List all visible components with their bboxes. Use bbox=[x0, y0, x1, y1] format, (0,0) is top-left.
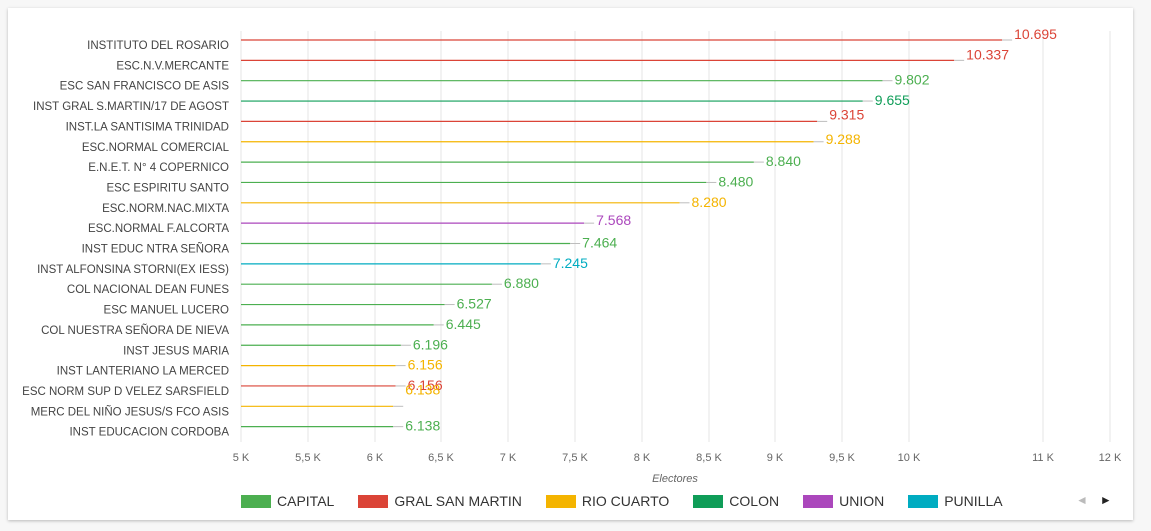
x-tick-label: 7 K bbox=[500, 452, 517, 464]
legend-label: UNION bbox=[839, 493, 885, 509]
x-tick-label: 9,5 K bbox=[829, 452, 855, 464]
data-label: 9.315 bbox=[829, 106, 864, 122]
category-label: INST.LA SANTISIMA TRINIDAD bbox=[66, 121, 229, 133]
legend-swatch bbox=[241, 494, 271, 508]
data-label: 7.568 bbox=[596, 212, 631, 228]
category-label: INST EDUCACION CORDOBA bbox=[69, 427, 229, 439]
data-label: 8.840 bbox=[766, 153, 801, 169]
category-label: COL NACIONAL DEAN FUNES bbox=[67, 284, 229, 296]
data-label: 6.156 bbox=[408, 357, 443, 373]
legend-swatch bbox=[693, 494, 724, 508]
category-label: ESC.NORMAL F.ALCORTA bbox=[88, 223, 229, 235]
x-tick-label: 5 K bbox=[233, 452, 250, 464]
data-label: 7.464 bbox=[582, 235, 617, 251]
category-label: INST ALFONSINA STORNI(EX IESS) bbox=[37, 264, 229, 276]
category-label: COL NUESTRA SEÑORA DE NIEVA bbox=[41, 324, 229, 337]
legend-next-icon[interactable]: ► bbox=[1099, 493, 1112, 507]
data-label: 7.245 bbox=[553, 255, 588, 271]
data-label: 8.480 bbox=[718, 173, 753, 189]
legend-prev-icon[interactable]: ◄ bbox=[1076, 493, 1088, 507]
category-label: INST JESUS MARIA bbox=[123, 345, 229, 357]
x-tick-label: 11 K bbox=[1032, 452, 1054, 464]
data-label: 6.138 bbox=[405, 418, 440, 434]
data-label: 6.156 bbox=[408, 377, 443, 393]
legend-item[interactable]: PUNILLA bbox=[908, 493, 1003, 509]
category-label: ESC.NORM.NAC.MIXTA bbox=[102, 203, 229, 215]
data-label: 6.138 bbox=[405, 381, 440, 397]
data-label: 9.802 bbox=[894, 72, 929, 88]
x-tick-label: 10 K bbox=[898, 452, 921, 464]
x-axis-title: Electores bbox=[652, 473, 698, 485]
category-label: ESC ESPIRITU SANTO bbox=[107, 182, 230, 194]
data-label: 10.695 bbox=[1014, 26, 1057, 42]
category-label: ESC MANUEL LUCERO bbox=[104, 305, 230, 317]
legend-item[interactable]: GRAL SAN MARTIN bbox=[358, 493, 522, 509]
legend-label: GRAL SAN MARTIN bbox=[394, 493, 522, 509]
category-label: ESC NORM SUP D VELEZ SARSFIELD bbox=[22, 386, 229, 398]
legend-swatch bbox=[803, 494, 834, 508]
x-tick-label: 8 K bbox=[634, 452, 651, 464]
data-label: 9.655 bbox=[875, 92, 910, 108]
x-tick-label: 6,5 K bbox=[428, 452, 454, 464]
category-label: INST EDUC NTRA SEÑORA bbox=[82, 243, 230, 256]
x-tick-label: 9 K bbox=[767, 452, 784, 464]
data-label: 6.527 bbox=[457, 296, 492, 312]
category-label: ESC.N.V.MERCANTE bbox=[116, 60, 229, 72]
legend-label: CAPITAL bbox=[277, 493, 335, 509]
x-tick-label: 8,5 K bbox=[696, 452, 722, 464]
legend-item[interactable]: CAPITAL bbox=[241, 493, 334, 509]
category-label: INST LANTERIANO LA MERCED bbox=[57, 366, 229, 378]
data-label: 6.196 bbox=[413, 336, 448, 352]
data-label: 8.280 bbox=[692, 194, 727, 210]
data-label: 6.445 bbox=[446, 316, 481, 332]
legend-item[interactable]: COLON bbox=[693, 493, 779, 509]
legend-swatch bbox=[358, 494, 389, 508]
legend-swatch bbox=[908, 494, 939, 508]
legend-label: PUNILLA bbox=[944, 493, 1003, 509]
legend-pager: ◄ ► bbox=[1076, 493, 1124, 507]
x-tick-label: 5,5 K bbox=[295, 452, 321, 464]
category-label: ESC.NORMAL COMERCIAL bbox=[82, 142, 230, 154]
category-label: E.N.E.T. N° 4 COPERNICO bbox=[88, 162, 229, 174]
legend-item[interactable]: RIO CUARTO bbox=[545, 493, 670, 509]
x-tick-label: 12 K bbox=[1099, 452, 1122, 464]
legend-label: RIO CUARTO bbox=[581, 493, 670, 509]
chart-card bbox=[8, 8, 1133, 520]
legend-label: COLON bbox=[729, 493, 780, 509]
x-tick-label: 6 K bbox=[367, 452, 384, 464]
legend-item[interactable]: UNION bbox=[803, 493, 884, 509]
category-label: ESC SAN FRANCISCO DE ASIS bbox=[60, 81, 230, 93]
category-label: INSTITUTO DEL ROSARIO bbox=[87, 40, 229, 52]
x-tick-label: 7,5 K bbox=[562, 452, 588, 464]
data-label: 6.880 bbox=[504, 275, 539, 291]
data-label: 9.288 bbox=[826, 131, 861, 147]
category-label: INST GRAL S.MARTIN/17 DE AGOST bbox=[33, 101, 229, 113]
data-label: 10.337 bbox=[966, 46, 1009, 62]
chart-legend: CAPITAL GRAL SAN MARTIN RIO CUARTO COLON UNI… bbox=[241, 492, 1027, 510]
legend-swatch bbox=[545, 494, 576, 508]
category-label: MERC DEL NIÑO JESUS/S FCO ASIS bbox=[31, 405, 230, 418]
